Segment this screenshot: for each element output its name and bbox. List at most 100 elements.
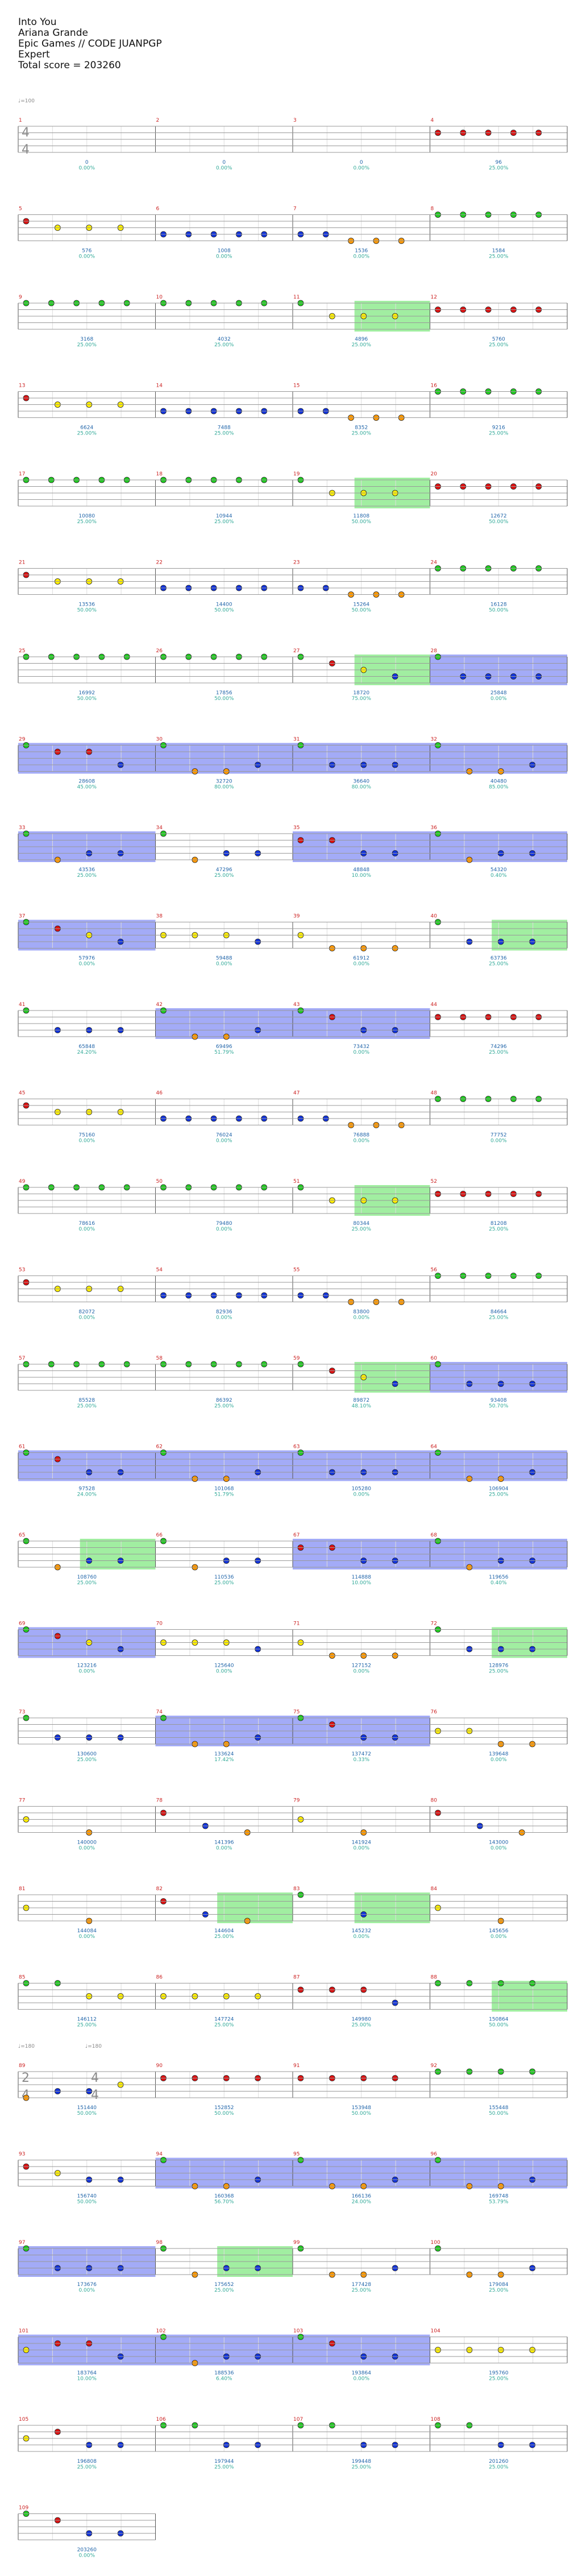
measure-number: 106 <box>156 2417 166 2422</box>
measure-number: 33 <box>19 825 25 831</box>
measure-number: 90 <box>156 2063 163 2069</box>
tempo-marker: ♩=180 <box>85 2044 102 2049</box>
measure-number: 68 <box>431 1533 438 1538</box>
measure-score: 25848 <box>490 690 507 696</box>
measure-percent: 0.00% <box>353 165 369 171</box>
measure-percent: 0.00% <box>78 962 95 967</box>
measure-percent: 25.00% <box>489 962 509 967</box>
measure-score: 10080 <box>78 513 95 519</box>
measure-score: 16992 <box>78 690 95 696</box>
measure-percent: 25.00% <box>352 342 372 348</box>
measure-number: 40 <box>431 914 438 920</box>
measure-score: 195760 <box>489 2371 509 2376</box>
measure-number: 54 <box>156 1268 163 1273</box>
measure-percent: 50.00% <box>77 696 97 702</box>
measure-percent: 24.00% <box>352 2200 372 2205</box>
measure-score: 89872 <box>353 1398 369 1403</box>
measure-score: 133624 <box>214 1751 234 1757</box>
measure-number: 2 <box>156 118 160 123</box>
measure-number: 9 <box>19 295 22 300</box>
measure-percent: 0.00% <box>353 1315 369 1321</box>
measure-score: 576 <box>82 249 92 254</box>
measure-number: 52 <box>431 1179 437 1185</box>
measure-percent: 25.00% <box>489 2376 509 2382</box>
measure-percent: 0.00% <box>78 254 95 260</box>
measure-percent: 25.00% <box>214 1403 234 1409</box>
measure-number: 20 <box>431 471 438 477</box>
measure-percent: 25.00% <box>352 1227 372 1232</box>
measure-number: 109 <box>19 2505 28 2511</box>
measure-score: 63736 <box>490 956 507 962</box>
measure-score: 179084 <box>489 2282 509 2288</box>
measure-percent: 25.00% <box>214 342 234 348</box>
measure-number: 105 <box>19 2417 28 2422</box>
total-score: Total score = 203260 <box>18 60 121 71</box>
measure-percent: 0.00% <box>353 1934 369 1940</box>
measure-number: 53 <box>19 1268 25 1273</box>
measure-percent: 0.00% <box>78 1846 95 1852</box>
measure-percent: 6.40% <box>216 2376 232 2382</box>
measure-percent: 50.00% <box>214 608 234 614</box>
measure-number: 82 <box>156 1886 163 1892</box>
measure-score: 47296 <box>216 867 232 873</box>
measure-percent: 25.00% <box>352 2023 372 2028</box>
measure-percent: 25.00% <box>214 2023 234 2028</box>
measure-score: 85528 <box>78 1398 95 1403</box>
measure-score: 1008 <box>218 249 231 254</box>
measure-score: 193864 <box>352 2371 372 2376</box>
measure-number: 83 <box>293 1886 300 1892</box>
measure-score: 108760 <box>77 1575 97 1580</box>
measure-percent: 0.00% <box>353 2376 369 2382</box>
measure-percent: 0.00% <box>78 1227 95 1232</box>
measure-percent: 25.00% <box>214 2288 234 2293</box>
measure-percent: 50.00% <box>77 608 97 614</box>
measure-number: 98 <box>156 2240 163 2246</box>
measure-number: 41 <box>19 1002 25 1008</box>
measure-number: 103 <box>293 2329 303 2334</box>
measure-percent: 0.00% <box>216 1138 232 1144</box>
measure-score: 144604 <box>214 1928 234 1934</box>
measure-percent: 25.00% <box>77 1403 97 1409</box>
measure-score: 1584 <box>492 249 505 254</box>
measure-score: 106904 <box>489 1486 509 1492</box>
measure-number: 42 <box>156 1002 163 1008</box>
measure-score: 82936 <box>216 1310 232 1315</box>
measure-number: 94 <box>156 2152 163 2157</box>
measure-number: 66 <box>156 1533 163 1538</box>
measure-score: 43536 <box>78 867 95 873</box>
measure-percent: 0.00% <box>78 1669 95 1675</box>
measure-percent: 25.00% <box>489 1315 509 1321</box>
measure-percent: 50.70% <box>489 1403 509 1409</box>
measure-percent: 45.00% <box>77 785 97 790</box>
measure-percent: 53.79% <box>489 2200 509 2205</box>
measure-percent: 0.33% <box>353 1757 369 1763</box>
measure-score: 127152 <box>352 1663 371 1669</box>
measure-percent: 0.00% <box>353 1492 369 1498</box>
measure-score: 65848 <box>78 1044 95 1050</box>
measure-score: 110536 <box>214 1575 234 1580</box>
measure-score: 151440 <box>77 2105 97 2111</box>
measure-score: 18720 <box>353 690 369 696</box>
measure-score: 140000 <box>77 1840 97 1846</box>
measure-percent: 50.00% <box>352 2111 372 2117</box>
measure-number: 95 <box>293 2152 300 2157</box>
measure-percent: 25.00% <box>214 1580 234 1586</box>
tempo-marker: ♩=100 <box>18 98 35 104</box>
measure-number: 63 <box>293 1444 300 1450</box>
measure-score: 82072 <box>78 1310 95 1315</box>
measure-number: 39 <box>293 914 300 920</box>
measure-score: 75160 <box>78 1133 95 1138</box>
measure-number: 96 <box>431 2152 438 2157</box>
measure-score: 83800 <box>353 1310 369 1315</box>
measure-percent: 0.00% <box>353 1138 369 1144</box>
measure-number: 59 <box>293 1356 300 1361</box>
measure-score: 28608 <box>78 779 95 785</box>
measure-score: 1536 <box>355 249 368 254</box>
measure-number: 48 <box>431 1091 438 1096</box>
measure-score: 78616 <box>78 1221 95 1227</box>
measure-score: 16128 <box>490 602 507 608</box>
measure-score: 188536 <box>214 2371 234 2376</box>
measure-score: 145656 <box>489 1928 509 1934</box>
measure-number: 60 <box>431 1356 438 1361</box>
measure-percent: 0.00% <box>78 1934 95 1940</box>
